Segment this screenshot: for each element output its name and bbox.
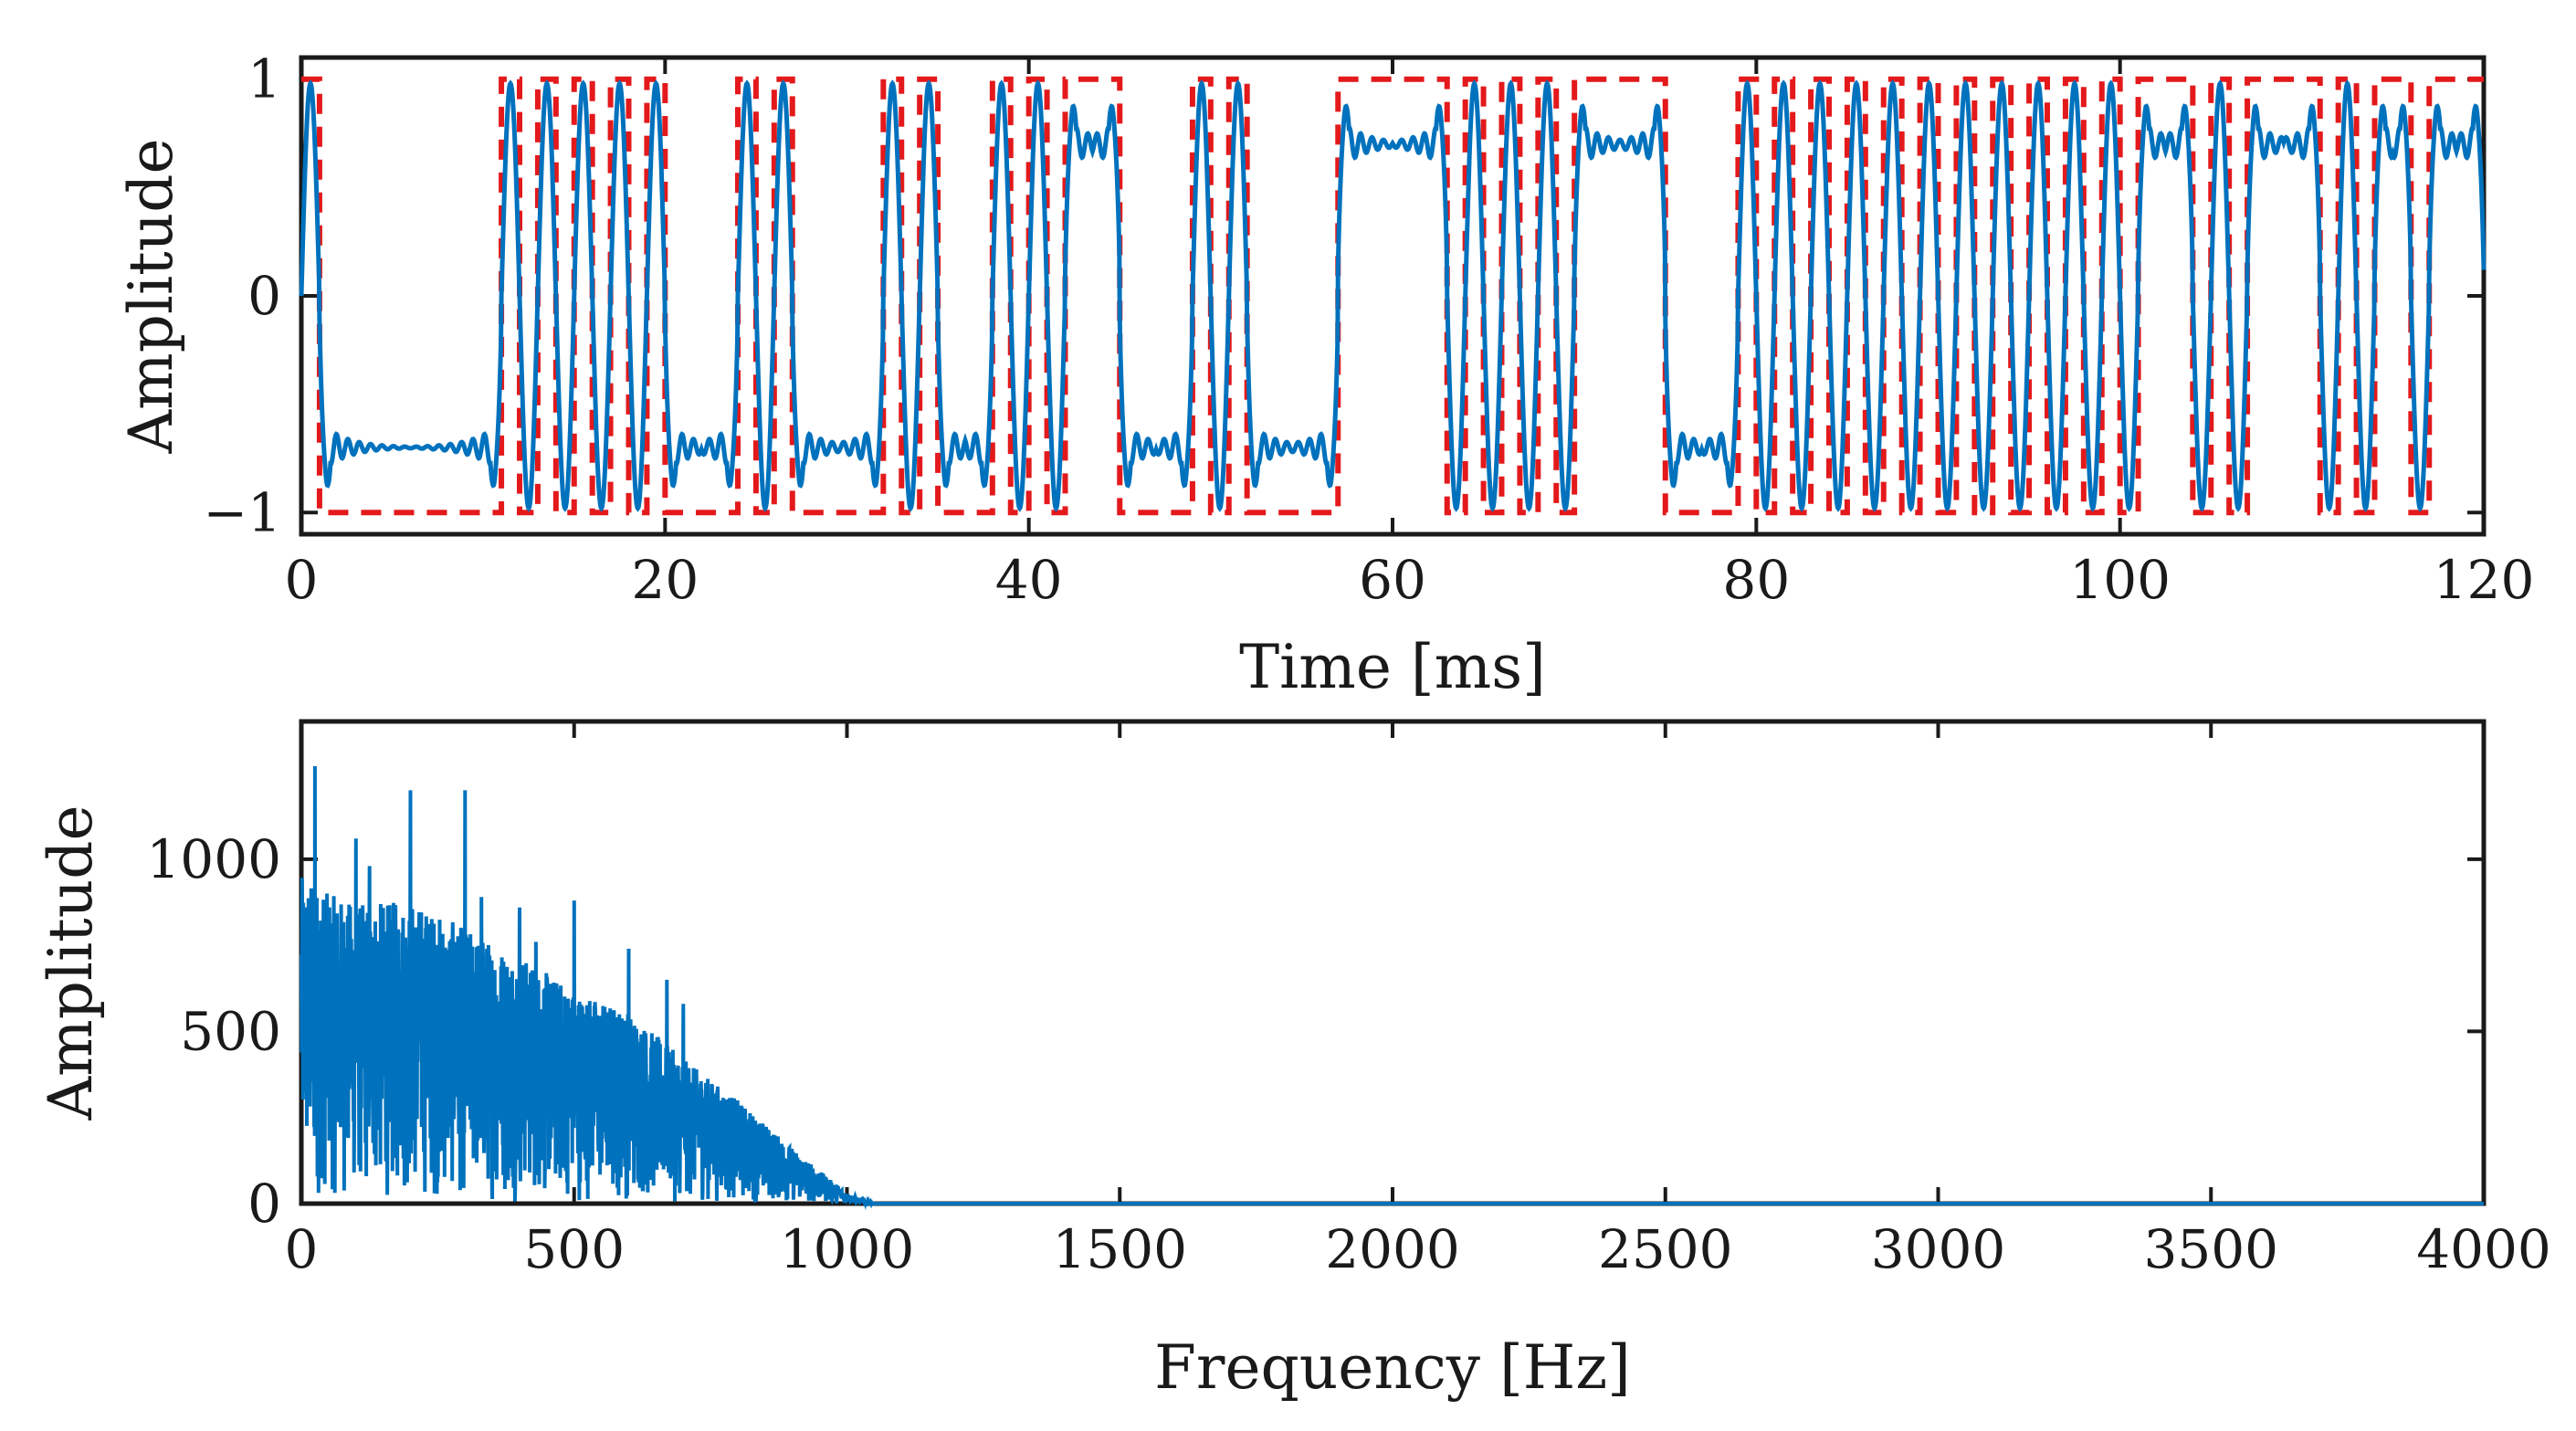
time-domain-panel: 0 20 40 60 80 100 120 −101 Time [ms] Amplitude — [116, 48, 2534, 702]
time-ytick-label: −1 — [204, 481, 282, 543]
frequency-ytick-label: 0 — [247, 1173, 281, 1235]
frequency-xlabel: Frequency [Hz] — [1154, 1332, 1631, 1403]
frequency-xtick-label: 1500 — [1052, 1218, 1187, 1280]
frequency-xtick-label: 1000 — [780, 1218, 915, 1280]
frequency-xtick-label: 500 — [523, 1218, 625, 1280]
frequency-xtick-label: 3500 — [2143, 1218, 2278, 1280]
spectrum-series — [300, 765, 2484, 1211]
square-wave-series — [301, 76, 2484, 516]
time-ytick-label: 0 — [247, 265, 281, 327]
frequency-ytick-group: 0 500 1000 — [146, 828, 2484, 1235]
filtered-signal-series — [299, 79, 2487, 512]
time-xlabel: Time [ms] — [1239, 632, 1546, 702]
time-xtick-label: 80 — [1722, 549, 1790, 611]
frequency-xtick-label: 3000 — [1871, 1218, 2006, 1280]
time-xtick-label: 40 — [995, 549, 1063, 611]
frequency-xtick-label: 2000 — [1325, 1218, 1460, 1280]
frequency-xtick-label: 0 — [285, 1218, 319, 1280]
time-xtick-label: 0 — [285, 549, 319, 611]
frequency-ylabel: Amplitude — [36, 805, 106, 1121]
frequency-ytick-label: 1000 — [146, 828, 281, 890]
frequency-domain-panel: 0 500 1000 1500 2000 2500 3000 3500 4000 0 500 100… — [36, 719, 2551, 1403]
time-ytick-group: −1 0 1 — [204, 48, 2484, 543]
time-xtick-label: 100 — [2069, 549, 2171, 611]
time-ytick-label: 1 — [247, 48, 281, 110]
frequency-ytick-label: 500 — [180, 1000, 281, 1062]
time-xtick-label: 20 — [631, 549, 699, 611]
time-ylabel: Amplitude — [116, 138, 186, 454]
frequency-xtick-group: 0 500 1000 1500 2000 2500 3000 3500 4000 — [285, 721, 2551, 1280]
time-xtick-label: 120 — [2434, 549, 2535, 611]
frequency-xtick-label: 2500 — [1598, 1218, 1733, 1280]
frequency-xtick-label: 4000 — [2416, 1218, 2551, 1280]
time-xtick-group: 0 20 40 60 80 100 120 — [285, 58, 2535, 611]
time-xtick-label: 60 — [1359, 549, 1426, 611]
